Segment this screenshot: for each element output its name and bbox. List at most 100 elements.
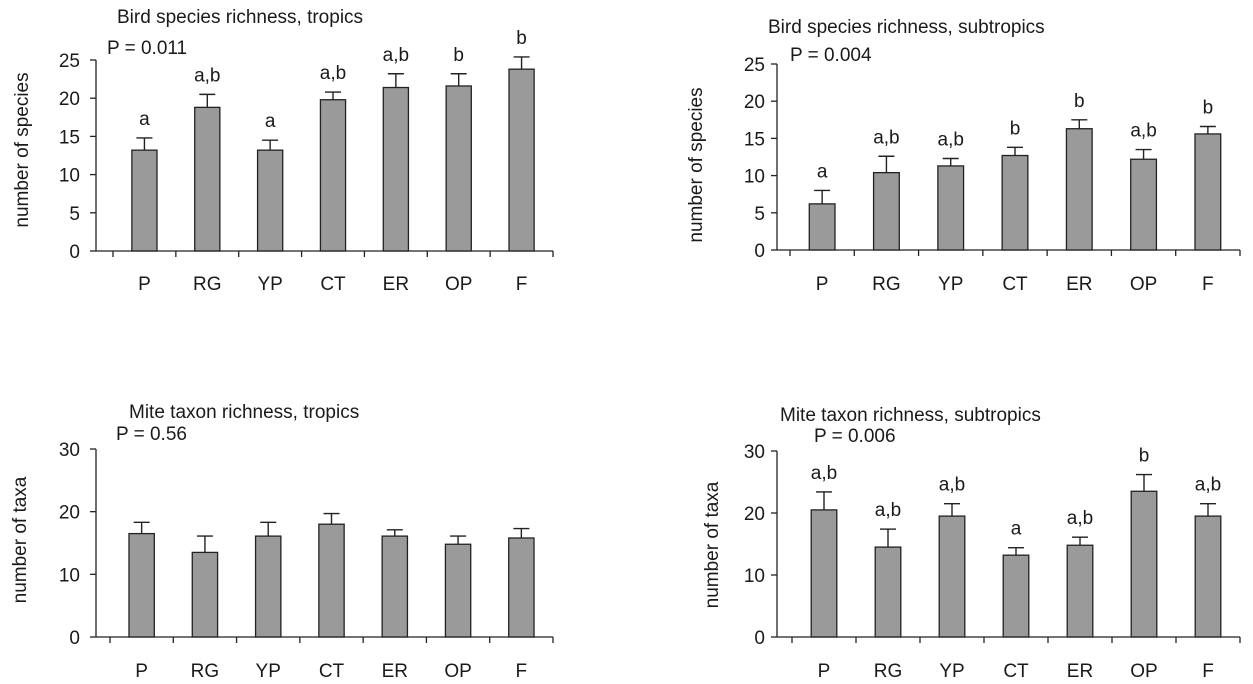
bar	[191, 551, 219, 638]
bar	[1130, 490, 1158, 638]
significance-label: a,b	[873, 127, 899, 148]
x-tick-label: CT	[319, 661, 345, 682]
x-tick-label: RG	[872, 274, 901, 295]
significance-label: b	[1074, 91, 1085, 112]
y-tick-label: 15	[744, 129, 765, 150]
significance-label: a	[1011, 519, 1022, 540]
x-tick-label: P	[138, 274, 151, 295]
bar	[1002, 554, 1030, 638]
bar	[1066, 544, 1094, 638]
bar	[1130, 158, 1158, 251]
chart-title: Bird species richness, tropics	[117, 7, 363, 28]
significance-label: a,b	[875, 500, 901, 521]
significance-label: a	[265, 111, 276, 132]
bar	[1194, 133, 1222, 251]
p-value: P = 0.004	[790, 45, 872, 66]
p-value: P = 0.011	[107, 38, 187, 59]
x-tick-label: RG	[193, 274, 222, 295]
significance-label: a,b	[383, 45, 409, 66]
x-tick-label: P	[818, 661, 831, 682]
bar	[194, 106, 221, 252]
bar	[254, 535, 282, 638]
y-tick-label: 10	[744, 566, 765, 587]
y-axis-label: number of taxa	[702, 481, 723, 608]
bar	[874, 546, 902, 638]
y-tick-label: 0	[754, 628, 765, 649]
y-tick-label: 10	[744, 167, 765, 188]
panel-bird-tropics: Bird species richness, tropics P = 0.011…	[12, 7, 554, 295]
chart-title: Mite taxon richness, subtropics	[780, 405, 1041, 426]
chart-title: Bird species richness, subtropics	[768, 17, 1045, 38]
x-tick-label: ER	[382, 661, 408, 682]
x-tick-label: RG	[874, 661, 903, 682]
x-tick-label: OP	[445, 274, 472, 295]
bar	[1194, 515, 1222, 638]
x-tick-label: ER	[383, 274, 409, 295]
y-tick-label: 10	[59, 166, 80, 187]
x-tick-label: CT	[1003, 661, 1029, 682]
x-tick-label: OP	[444, 661, 471, 682]
x-tick-label: ER	[1066, 274, 1092, 295]
panel-bird-subtropics: Bird species richness, subtropics P = 0.…	[686, 17, 1241, 295]
y-tick-label: 0	[754, 241, 765, 262]
bar	[381, 535, 409, 638]
y-axis-label: number of species	[686, 87, 707, 242]
x-tick-label: YP	[938, 274, 963, 295]
x-tick-label: YP	[939, 661, 964, 682]
y-tick-label: 20	[744, 504, 765, 525]
x-tick-label: YP	[256, 661, 281, 682]
x-tick-label: CT	[1002, 274, 1028, 295]
p-value: P = 0.56	[116, 424, 187, 445]
y-tick-label: 0	[69, 242, 80, 263]
panel-mite-subtropics: Mite taxon richness, subtropics P = 0.00…	[702, 405, 1241, 682]
bar	[319, 99, 347, 252]
significance-label: a,b	[194, 65, 220, 86]
x-tick-label: F	[1202, 274, 1214, 295]
bar	[937, 165, 965, 251]
y-tick-label: 30	[744, 442, 765, 463]
bar	[256, 149, 284, 252]
significance-label: b	[1010, 118, 1021, 139]
y-tick-label: 20	[744, 92, 765, 113]
y-tick-label: 20	[59, 503, 80, 524]
x-tick-label: OP	[1130, 661, 1157, 682]
y-axis-label: number of species	[12, 72, 33, 227]
y-tick-label: 5	[69, 204, 80, 225]
x-tick-label: F	[516, 661, 528, 682]
significance-label: a	[817, 161, 828, 182]
p-value: P = 0.006	[814, 426, 896, 447]
y-tick-label: 25	[59, 51, 80, 72]
significance-label: a	[139, 109, 150, 130]
y-tick-label: 15	[59, 127, 80, 148]
y-tick-label: 25	[744, 55, 765, 76]
x-tick-label: ER	[1067, 661, 1093, 682]
significance-label: a,b	[939, 475, 965, 496]
bar	[1065, 128, 1093, 251]
significance-label: b	[1203, 97, 1214, 118]
x-tick-label: F	[1202, 661, 1214, 682]
x-tick-label: YP	[257, 274, 282, 295]
significance-label: a,b	[811, 463, 837, 484]
bar	[128, 532, 155, 638]
bar	[872, 171, 900, 251]
significance-label: b	[1139, 446, 1150, 467]
y-tick-label: 5	[754, 204, 765, 225]
bar	[508, 537, 535, 638]
significance-label: b	[453, 45, 464, 66]
chart-title: Mite taxon richness, tropics	[129, 402, 359, 423]
bar	[508, 68, 535, 252]
significance-label: a,b	[1195, 475, 1221, 496]
y-tick-label: 10	[59, 565, 80, 586]
y-tick-label: 0	[69, 628, 80, 649]
x-tick-label: F	[516, 274, 528, 295]
bar	[938, 515, 966, 638]
bar	[810, 509, 838, 638]
bar	[131, 149, 158, 252]
panel-mite-tropics: Mite taxon richness, tropics P = 0.56 nu…	[10, 402, 554, 682]
bar	[808, 203, 836, 251]
bar	[444, 543, 472, 638]
x-tick-label: OP	[1130, 274, 1157, 295]
y-axis-label: number of taxa	[10, 476, 31, 603]
significance-label: a,b	[320, 63, 346, 84]
